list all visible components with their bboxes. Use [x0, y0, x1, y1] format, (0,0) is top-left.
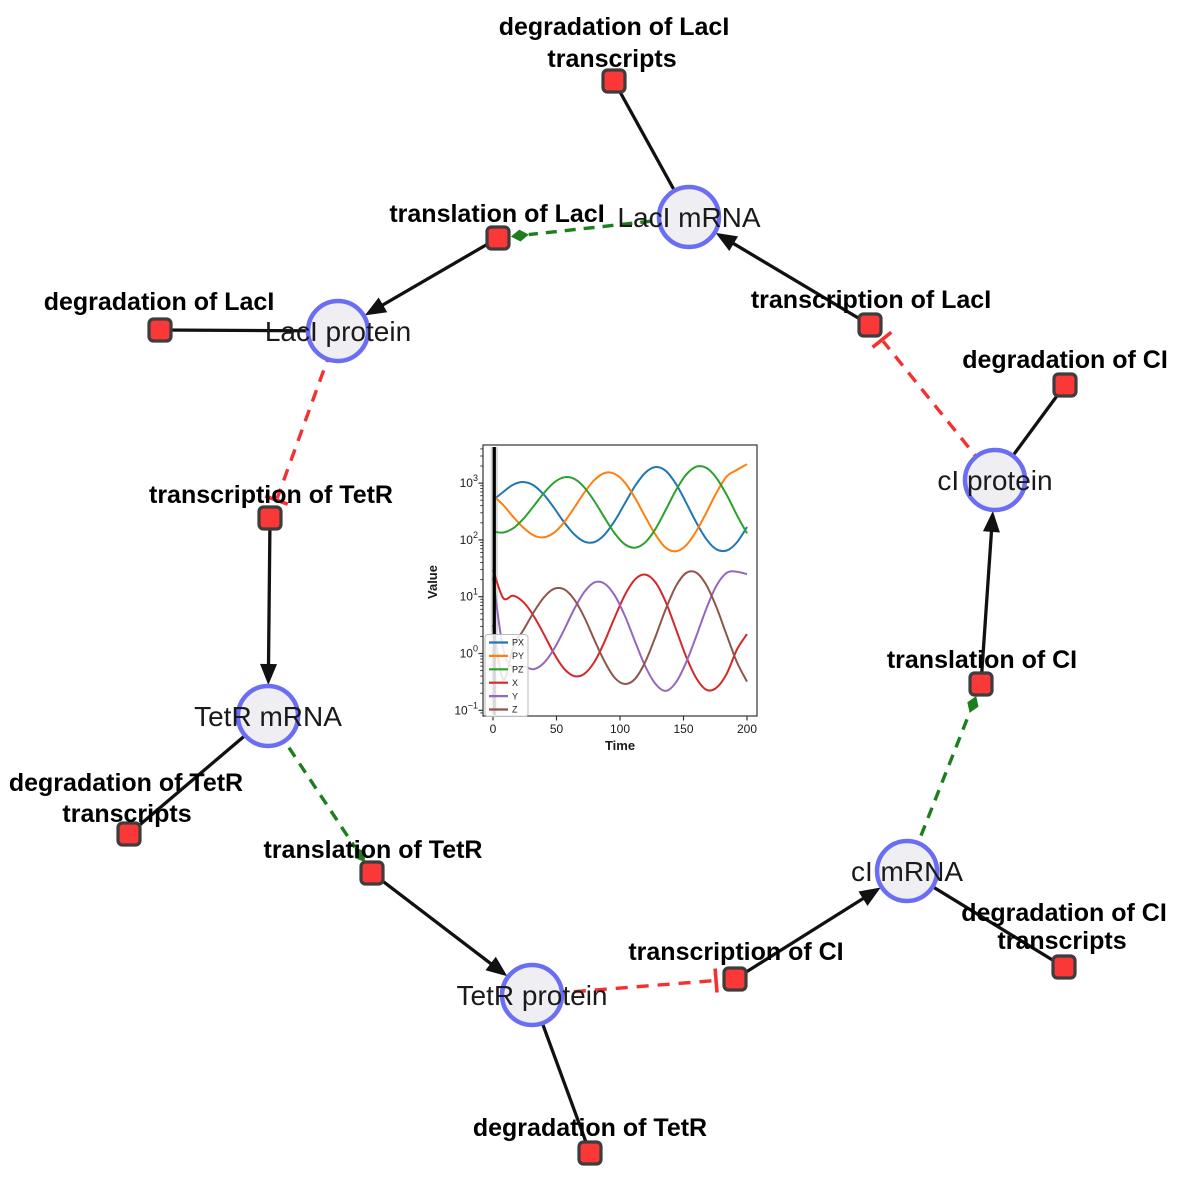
reaction-node-transl-tetr: [359, 860, 385, 886]
reaction-label-transl-tetr-line0: translation of TetR: [264, 836, 483, 864]
chart-series-PX: [492, 465, 748, 553]
chart-series-Z: [492, 570, 748, 685]
y-tick-label: 103: [460, 473, 478, 490]
edge-production-trscr-laci-laci-mrna-arrowhead: [715, 232, 739, 251]
reaction-label-deg-laci-tx-line1: transcripts: [547, 45, 676, 73]
reaction-node-deg-laci-tx: [601, 68, 627, 94]
species-node-tetr-protein: [499, 962, 565, 1028]
chart-series-Y: [492, 570, 748, 692]
chart-xlabel: Time: [605, 738, 635, 753]
species-label-laci-protein: LacI protein: [265, 316, 411, 347]
edge-modifier-laci-mrna-transl-laci-diamond: [510, 229, 529, 242]
reaction-label-trscr-ci-line0: transcription of CI: [628, 938, 843, 966]
reaction-label-trscr-laci-line0: transcription of LacI: [751, 286, 991, 314]
edge-production-transl-ci-ci-protein: [979, 527, 994, 685]
edge-production-transl-laci-laci-protein: [378, 236, 499, 309]
reaction-label-deg-ci-tx-line1: transcripts: [997, 927, 1126, 955]
chart-series-PY: [492, 463, 748, 553]
edge-modifier-ci-mrna-transl-ci-diamond: [967, 696, 979, 713]
species-label-tetr-mrna: TetR mRNA: [194, 701, 342, 732]
chart-series-PZ: [492, 465, 748, 549]
reaction-node-trscr-tetr: [257, 505, 283, 531]
edge-production-trscr-laci-laci-mrna: [729, 240, 871, 327]
nodes-layer: [116, 68, 1078, 1166]
species-label-ci-protein: cI protein: [937, 465, 1052, 496]
x-tick-label: 50: [550, 722, 564, 736]
y-tick-label: 100: [460, 644, 478, 661]
reaction-node-deg-ci: [1052, 372, 1078, 398]
reaction-node-transl-ci: [968, 671, 994, 697]
labels-layer: degradation of LacI transcripts translatio…: [9, 13, 1168, 1142]
legend-label-Y: Y: [512, 691, 518, 701]
chart-ylabel: Value: [425, 565, 440, 599]
legend-label-X: X: [512, 678, 518, 688]
x-tick-label: 0: [490, 722, 497, 736]
reaction-label-trscr-tetr-line0: transcription of TetR: [149, 481, 393, 509]
reaction-node-transl-laci: [485, 225, 511, 251]
reaction-label-deg-laci-line0: degradation of LacI: [44, 288, 275, 316]
edge-production-transl-tetr-tetr-protein-arrowhead: [485, 956, 508, 977]
edge-production-transl-ci-ci-protein-arrowhead: [982, 510, 1000, 533]
inset-chart: 0 50 100 150 200 10−1 100 101 102 103 Time Value PX P…: [425, 444, 758, 753]
reaction-node-deg-laci: [147, 317, 173, 343]
species-label-laci-mrna: LacI mRNA: [617, 202, 760, 233]
species-node-laci-protein: [305, 298, 371, 364]
x-tick-label: 100: [610, 722, 630, 736]
species-node-ci-protein: [962, 447, 1028, 513]
reaction-label-deg-tetr-tx-line0: degradation of TetR: [9, 769, 243, 797]
y-tick-label: 101: [460, 587, 478, 604]
reaction-label-transl-laci-line0: translation of LacI: [389, 200, 604, 228]
reaction-label-deg-ci-line0: degradation of CI: [962, 346, 1168, 374]
species-node-laci-mrna: [656, 184, 722, 250]
edge-inhibition-ci-protein-trscr-laci-tbar: [871, 330, 893, 349]
legend-label-PX: PX: [512, 638, 524, 648]
edge-inhibition-tetr-protein-trscr-ci-tbar: [713, 968, 719, 993]
species-label-ci-mrna: cI mRNA: [851, 856, 963, 887]
reaction-label-deg-laci-tx-line0: degradation of LacI: [499, 13, 730, 41]
reaction-node-deg-tetr: [577, 1140, 603, 1166]
reaction-node-trscr-ci: [722, 966, 748, 992]
reaction-node-trscr-laci: [857, 312, 883, 338]
reaction-label-deg-tetr-line0: degradation of TetR: [473, 1114, 707, 1142]
edge-production-transl-laci-laci-protein-arrowhead: [364, 297, 388, 316]
edge-modifier-tetr-mrna-transl-tetr-diamond: [354, 847, 365, 863]
edge-production-trscr-ci-ci-mrna-arrowhead: [858, 887, 881, 906]
species-node-tetr-mrna: [235, 683, 301, 749]
edge-production-trscr-tetr-tetr-mrna-arrowhead: [260, 663, 278, 686]
edge-production-trscr-tetr-tetr-mrna: [266, 517, 272, 669]
species-node-ci-mrna: [874, 838, 940, 904]
edge-production-transl-tetr-tetr-protein: [370, 871, 495, 968]
species-label-tetr-protein: TetR protein: [457, 980, 608, 1011]
y-tick-label: 10−1: [454, 700, 478, 717]
x-tick-label: 150: [673, 722, 693, 736]
x-tick-label: 200: [737, 722, 757, 736]
reaction-label-deg-tetr-tx-line1: transcripts: [62, 800, 191, 828]
legend-label-PY: PY: [512, 651, 524, 661]
edge-production-trscr-ci-ci-mrna: [734, 895, 868, 981]
legend-label-Z: Z: [512, 705, 518, 715]
reaction-label-transl-ci-line0: translation of CI: [887, 646, 1077, 674]
reaction-node-deg-ci-tx: [1051, 954, 1077, 980]
reaction-node-deg-tetr-tx: [116, 821, 142, 847]
chart-plot-background: [483, 445, 757, 716]
reaction-label-deg-ci-tx-line0: degradation of CI: [961, 899, 1167, 927]
legend-label-PZ: PZ: [512, 665, 524, 675]
y-tick-label: 102: [460, 530, 478, 547]
edges-layer: [127, 80, 1067, 1154]
edge-inhibition-laci-protein-trscr-tetr-tbar: [264, 494, 289, 506]
